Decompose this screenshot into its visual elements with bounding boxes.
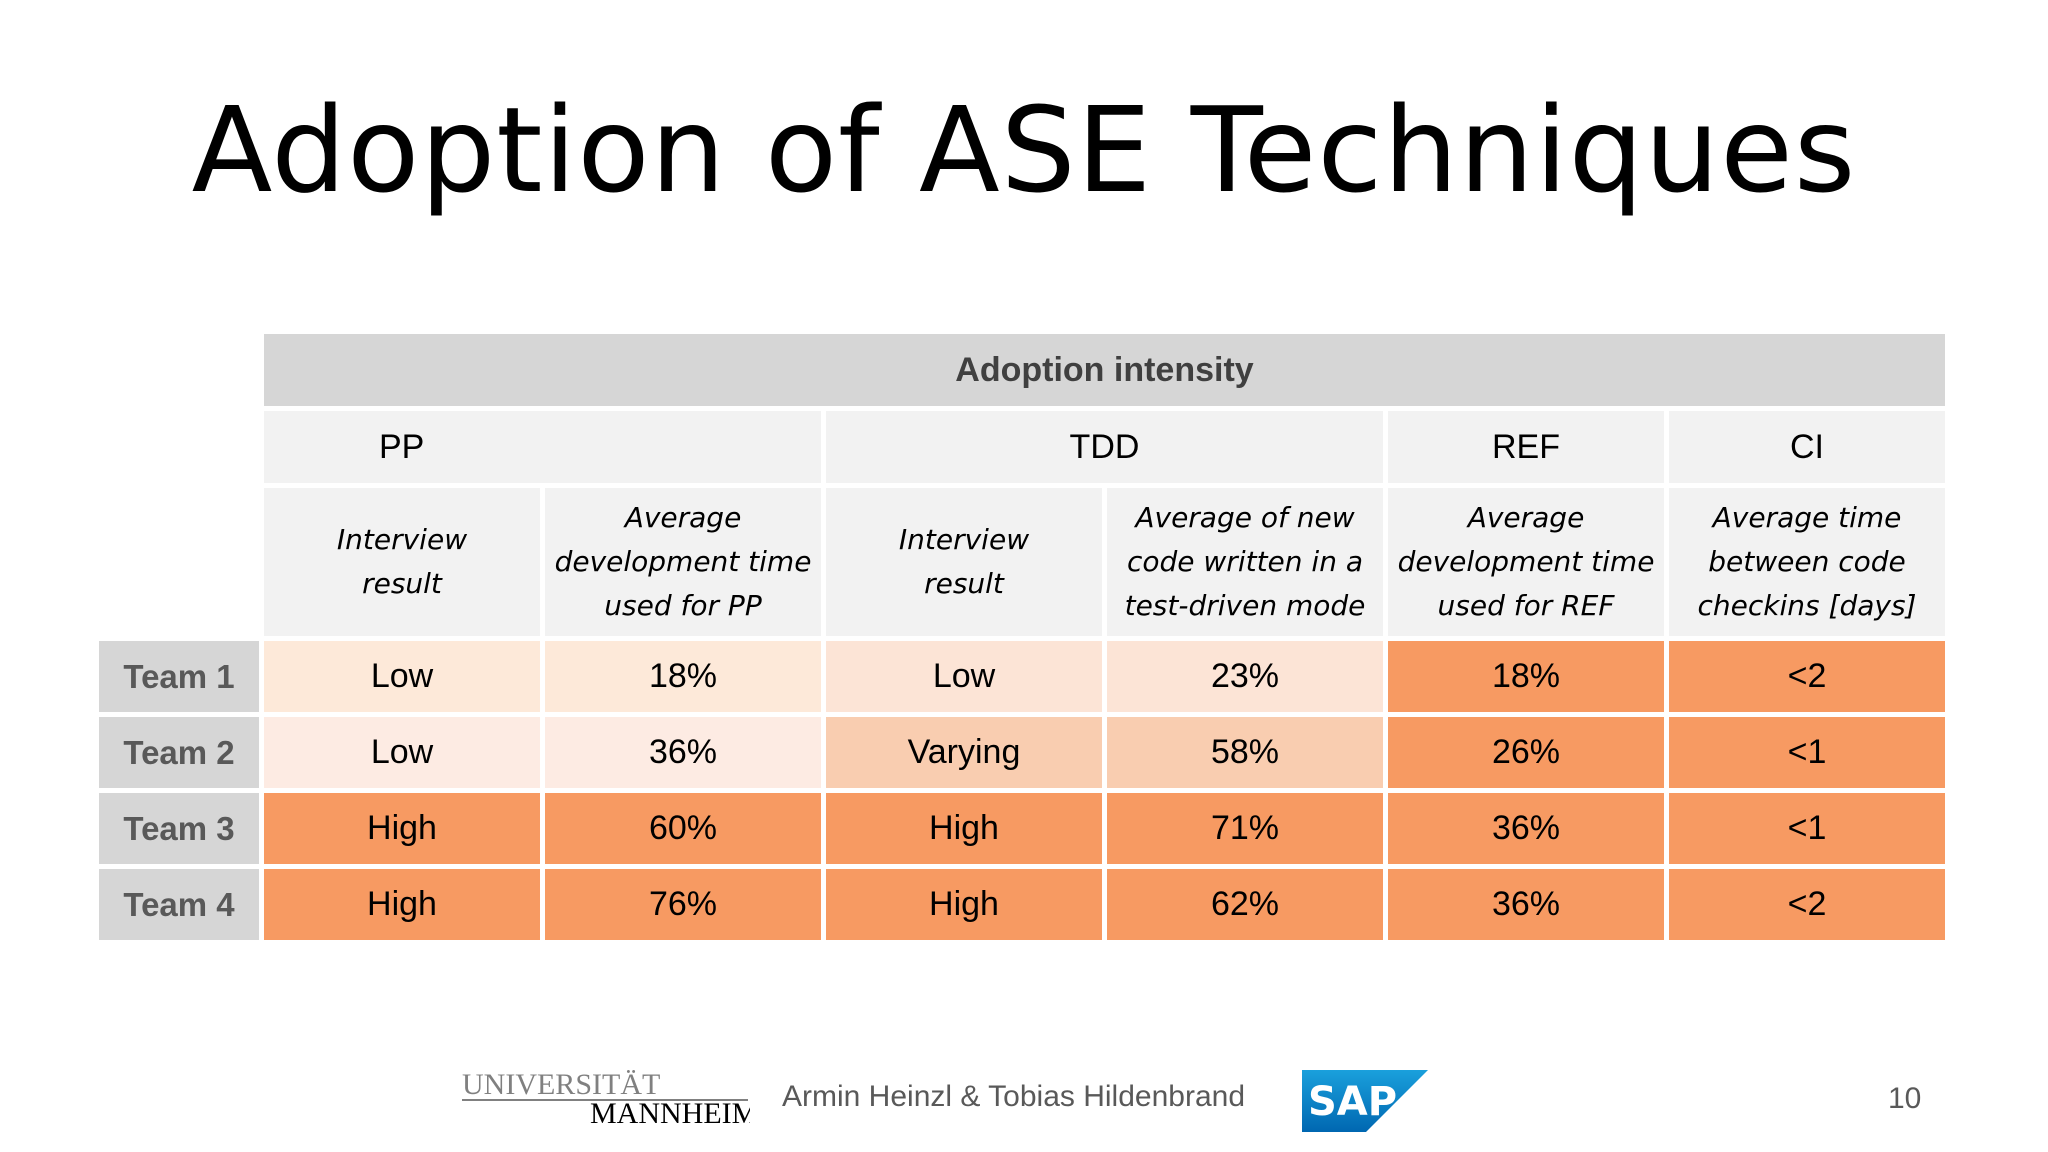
team-label: Team 1 [99, 641, 259, 712]
adoption-intensity-header: Adoption intensity [264, 334, 1945, 406]
technique-header-ref: REF [1388, 411, 1664, 483]
subheader-ref-average: Average development time used for REF [1388, 488, 1664, 636]
subheader-text: Average time between code checkins [days… [1697, 501, 1917, 622]
subheader-pp-interview: Interview result [264, 488, 540, 636]
empty-corner [99, 334, 259, 406]
university-mannheim-logo: UNIVERSITÄT MANNHEIM [462, 1068, 750, 1126]
tdd-interview-cell: High [826, 869, 1102, 940]
tdd-average-cell: 62% [1107, 869, 1383, 940]
pp-average-cell: 36% [545, 717, 821, 788]
technique-header-tdd: TDD [826, 411, 1383, 483]
subheader-tdd-interview: Interview result [826, 488, 1102, 636]
empty-corner [99, 488, 259, 636]
footer-authors: Armin Heinzl & Tobias Hildenbrand [782, 1080, 1246, 1113]
technique-header-pp: PP [264, 411, 821, 483]
subheader-text: Average development time used for REF [1397, 501, 1655, 622]
table-row: Team 2 Low 36% Varying 58% 26% <1 [99, 717, 1945, 788]
tdd-interview-cell: Varying [826, 717, 1102, 788]
adoption-table: Adoption intensity PP TDD REF CI Intervi… [94, 329, 1950, 945]
ci-average-cell: <1 [1669, 717, 1945, 788]
pp-interview-cell: High [264, 793, 540, 864]
pp-average-cell: 76% [545, 869, 821, 940]
technique-header-ci: CI [1669, 411, 1945, 483]
subheader-text: Average of new code written in a test-dr… [1124, 501, 1366, 622]
ref-average-cell: 26% [1388, 717, 1664, 788]
subheader-pp-average: Average development time used for PP [545, 488, 821, 636]
slide-title: Adoption of ASE Techniques [191, 81, 1857, 219]
page-number: 10 [1888, 1082, 1922, 1115]
subheader-text: Interview result [898, 523, 1030, 600]
ci-average-cell: <1 [1669, 793, 1945, 864]
sap-logo: SAP [1302, 1070, 1428, 1132]
empty-corner [99, 411, 259, 483]
ref-average-cell: 36% [1388, 869, 1664, 940]
tdd-average-cell: 71% [1107, 793, 1383, 864]
pp-average-cell: 18% [545, 641, 821, 712]
pp-average-cell: 60% [545, 793, 821, 864]
team-label: Team 3 [99, 793, 259, 864]
logo-line2: MANNHEIM [590, 1097, 750, 1126]
tdd-interview-cell: Low [826, 641, 1102, 712]
team-label: Team 2 [99, 717, 259, 788]
tdd-average-cell: 58% [1107, 717, 1383, 788]
tdd-average-cell: 23% [1107, 641, 1383, 712]
ci-average-cell: <2 [1669, 869, 1945, 940]
subheader-ci-average: Average time between code checkins [days… [1669, 488, 1945, 636]
sap-logo-text: SAP [1308, 1079, 1397, 1125]
subheader-tdd-average: Average of new code written in a test-dr… [1107, 488, 1383, 636]
tdd-interview-cell: High [826, 793, 1102, 864]
table-row: Team 3 High 60% High 71% 36% <1 [99, 793, 1945, 864]
ref-average-cell: 36% [1388, 793, 1664, 864]
subheader-text: Average development time used for PP [554, 501, 812, 622]
pp-interview-cell: Low [264, 717, 540, 788]
table-row: Team 1 Low 18% Low 23% 18% <2 [99, 641, 1945, 712]
sap-logo-shape [1302, 1070, 1428, 1132]
team-label: Team 4 [99, 869, 259, 940]
subheader-text: Interview result [336, 523, 468, 600]
pp-interview-cell: High [264, 869, 540, 940]
table-row: Team 4 High 76% High 62% 36% <2 [99, 869, 1945, 940]
pp-interview-cell: Low [264, 641, 540, 712]
logo-line1: UNIVERSITÄT [462, 1068, 660, 1101]
ref-average-cell: 18% [1388, 641, 1664, 712]
ci-average-cell: <2 [1669, 641, 1945, 712]
